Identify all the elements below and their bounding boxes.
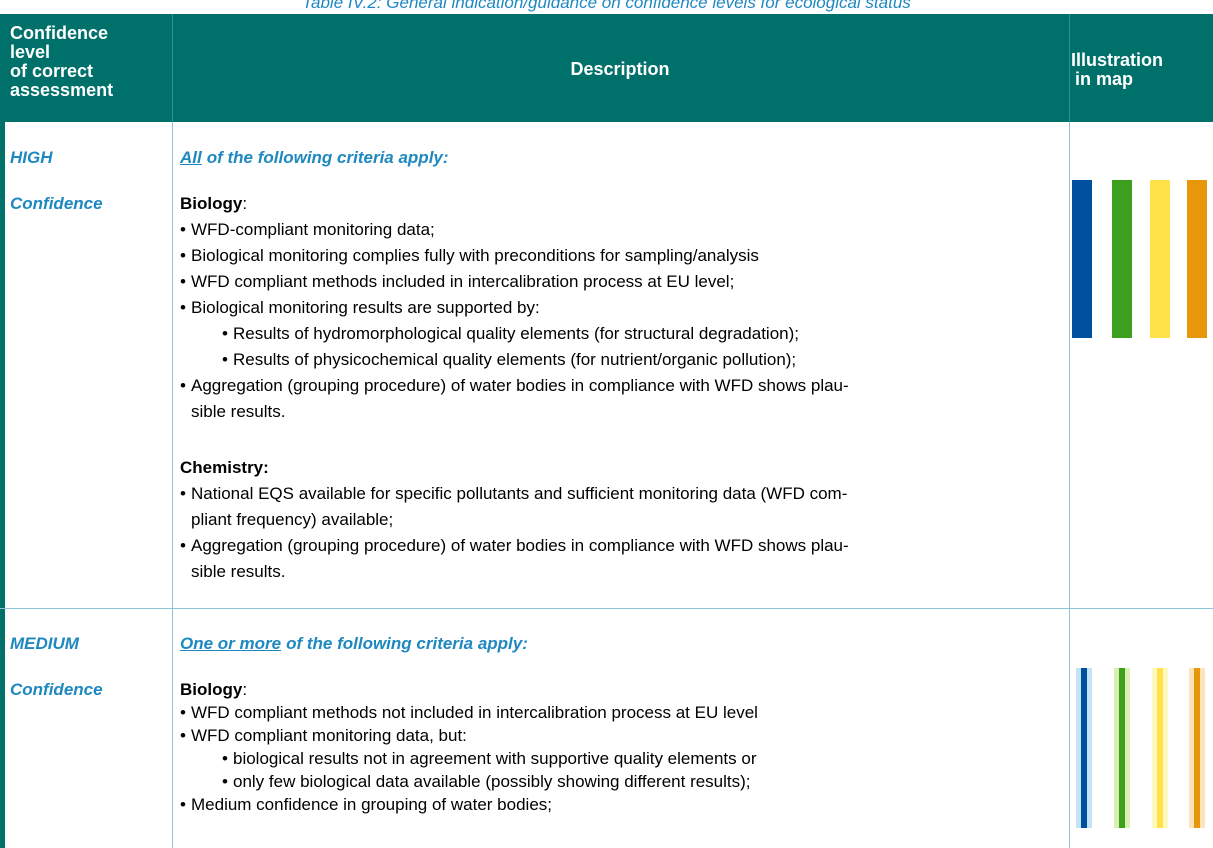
bullet-item: sible results. [191, 402, 286, 421]
map-bar [1112, 180, 1132, 338]
caption: Table IV.2: General indication/guidance … [302, 0, 911, 12]
bullet-item: WFD-compliant monitoring data; [180, 218, 435, 242]
header-level: Confidence [10, 23, 109, 43]
criteria-intro: All of the following criteria apply: [180, 146, 449, 170]
map-bar [1150, 180, 1170, 338]
section-heading: Biology: [180, 678, 247, 702]
map-bar [1187, 180, 1207, 338]
col-divider [1069, 122, 1070, 848]
bullet-item: Biological monitoring complies fully wit… [180, 244, 759, 268]
bullet-item: pliant frequency) available; [191, 510, 394, 529]
criteria-emphasis: All [180, 148, 202, 167]
row-divider [0, 608, 1213, 609]
criteria-emphasis: One or more [180, 634, 282, 653]
left-border [0, 14, 5, 848]
bullet-item: Aggregation (grouping procedure) of wate… [180, 374, 849, 398]
map-bar [1157, 668, 1163, 828]
bullet-item: WFD compliant monitoring data, but: [180, 724, 467, 748]
criteria-text: of the following criteria apply: [286, 634, 528, 653]
map-bar [1072, 180, 1092, 338]
heading-suffix: : [242, 680, 248, 699]
bullet-item: Medium confidence in grouping of water b… [180, 793, 552, 817]
sub-bullet-item: biological results not in agreement with… [222, 747, 756, 771]
header-divider [1069, 14, 1070, 122]
sub-bullet-item: Results of physicochemical quality eleme… [222, 348, 796, 372]
header-illustration: Illustration [1071, 50, 1164, 70]
sub-bullet-item: only few biological data available (poss… [222, 770, 751, 794]
map-bar [1081, 668, 1087, 828]
heading-suffix: : [242, 194, 248, 213]
heading: Chemistry: [180, 458, 269, 477]
bullet-item: sible results. [191, 562, 286, 581]
heading: Biology [180, 194, 243, 213]
confidence-level: HIGH [10, 148, 53, 167]
header-description: Description [570, 59, 670, 79]
header-level: assessment [10, 80, 114, 100]
bullet-item: WFD compliant methods included in interc… [180, 270, 734, 294]
sub-bullet-item: Results of hydromorphological quality el… [222, 322, 799, 346]
confidence-label: Confidence [10, 680, 103, 699]
bullet-item: Biological monitoring results are suppor… [180, 296, 540, 320]
header-illustration: in map [1075, 69, 1134, 89]
section-heading: Biology: [180, 192, 247, 216]
confidence-level: MEDIUM [10, 634, 79, 653]
confidence-label: Confidence [10, 194, 103, 213]
criteria-text: of the following criteria apply: [206, 148, 449, 167]
bullet-item: National EQS available for specific poll… [180, 482, 847, 506]
header-level: of correct [10, 61, 94, 81]
heading: Biology [180, 680, 243, 699]
criteria-intro: One or more of the following criteria app… [180, 632, 528, 656]
header-divider [172, 14, 173, 122]
map-bar [1194, 668, 1200, 828]
section-heading: Chemistry: [180, 456, 269, 480]
bullet-item: WFD compliant methods not included in in… [180, 701, 758, 725]
col-divider [172, 122, 173, 848]
map-bar [1119, 668, 1125, 828]
header-bg [0, 14, 1213, 122]
header-level: level [10, 42, 51, 62]
bullet-item: Aggregation (grouping procedure) of wate… [180, 534, 849, 558]
